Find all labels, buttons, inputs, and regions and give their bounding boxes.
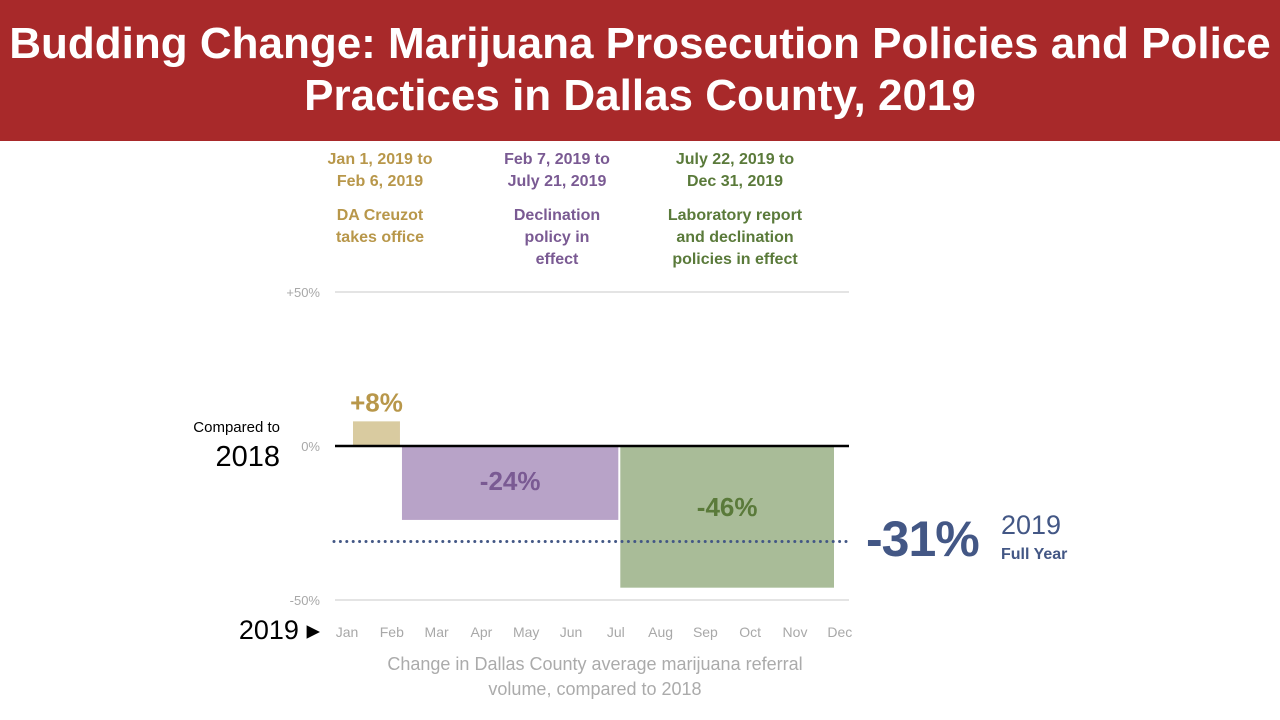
x-tick-label: Mar <box>425 624 449 640</box>
x-tick-label: Jun <box>560 624 583 640</box>
period-description-line: Declination <box>513 207 601 224</box>
y-tick-label: 0% <box>301 439 320 454</box>
period-description-line: policies in effect <box>672 251 798 268</box>
bar <box>401 446 619 520</box>
x-tick-label: Dec <box>827 624 852 640</box>
x-tick-label: Oct <box>739 624 761 640</box>
period-description: Declination policy in effect <box>457 205 657 271</box>
baseline-label-line1: Compared to <box>193 419 280 436</box>
year-axis-label: 2019 ▸ <box>238 615 320 645</box>
full-year-label: Full Year <box>1001 546 1068 563</box>
x-tick-label: Jul <box>607 624 625 640</box>
period-annotation: Feb 7, 2019 to July 21, 2019 Declination p… <box>457 149 657 271</box>
full-year-value: -31% <box>866 511 980 567</box>
x-tick-label: Sep <box>693 624 718 640</box>
period-annotation: July 22, 2019 to Dec 31, 2019 Laboratory … <box>635 149 835 271</box>
period-dates-line1: Feb 7, 2019 to <box>504 151 610 168</box>
bar <box>620 446 834 588</box>
title-banner: Budding Change: Marijuana Prosecution Po… <box>0 0 1280 141</box>
period-description-line: policy in <box>524 229 590 246</box>
x-tick-label: Jan <box>336 624 359 640</box>
period-annotation: Jan 1, 2019 to Feb 6, 2019 DA Creuzot take… <box>280 149 480 249</box>
period-description-line: DA Creuzot <box>336 207 424 224</box>
bar-value-label: -24% <box>480 466 541 496</box>
x-tick-label: May <box>513 624 539 640</box>
period-dates-line2: Dec 31, 2019 <box>686 173 784 190</box>
period-dates-line1: July 22, 2019 to <box>675 151 795 168</box>
bar <box>353 421 400 446</box>
period-description-line: Laboratory report <box>667 207 803 224</box>
period-description-line: effect <box>535 251 579 268</box>
chart-caption-line1: Change in Dallas County average marijuan… <box>387 654 803 674</box>
x-tick-label: Nov <box>783 624 808 640</box>
page-title: Budding Change: Marijuana Prosecution Po… <box>9 19 1271 120</box>
period-dates-line1: Jan 1, 2019 to <box>327 151 433 168</box>
full-year-year: 2019 <box>1001 510 1062 540</box>
period-description-line: takes office <box>335 229 425 246</box>
period-dates-line2: Feb 6, 2019 <box>336 173 424 190</box>
period-description: Laboratory report and declination policies… <box>635 205 835 271</box>
x-tick-label: Feb <box>380 624 404 640</box>
bar-value-label: +8% <box>350 387 403 417</box>
x-tick-label: Aug <box>648 624 673 640</box>
period-description-line: and declination <box>676 229 794 246</box>
period-dates-line2: July 21, 2019 <box>507 173 607 190</box>
x-tick-label: Apr <box>471 624 493 640</box>
y-tick-label: +50% <box>286 285 320 300</box>
y-tick-label: -50% <box>290 593 321 608</box>
baseline-label-year: 2018 <box>215 441 280 473</box>
chart-caption-line2: volume, compared to 2018 <box>488 679 702 699</box>
bar-value-label: -46% <box>697 492 758 522</box>
period-description: DA Creuzot takes office <box>280 205 480 249</box>
